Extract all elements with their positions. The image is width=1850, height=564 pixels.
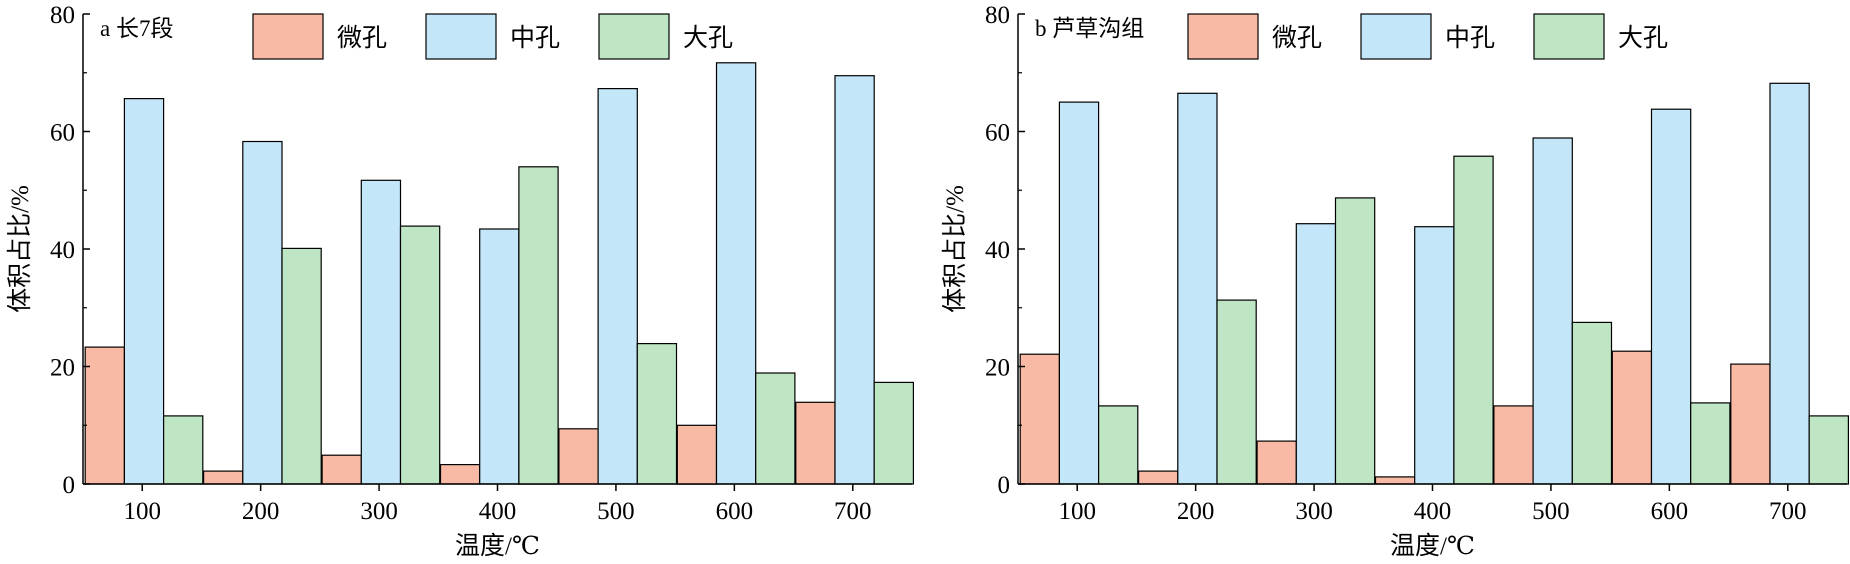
bar-中孔-300 xyxy=(1295,223,1337,485)
bar-微孔-300 xyxy=(321,454,362,485)
y-tick-label: 60 xyxy=(985,120,1010,147)
legend: 微孔 中孔 大孔 xyxy=(252,13,733,60)
bar-微孔-600 xyxy=(1611,350,1653,485)
bar-大孔-100 xyxy=(163,415,204,485)
bar-中孔-200 xyxy=(1177,92,1218,485)
legend-label: 微孔 xyxy=(337,24,387,52)
bar-微孔-100 xyxy=(84,346,125,485)
chart-panel-0: 0 20 40 60 80 100 200 300 400 500 600 700 温度/℃ 体积占比/%… xyxy=(6,2,915,560)
bar-中孔-400 xyxy=(1414,226,1455,485)
legend: 微孔 中孔 大孔 xyxy=(1187,13,1668,60)
bar-中孔-100 xyxy=(123,97,165,485)
bar-中孔-100 xyxy=(1058,101,1100,485)
bar-大孔-200 xyxy=(281,247,322,485)
bar-大孔-500 xyxy=(636,343,678,485)
bar-微孔-700 xyxy=(795,401,836,485)
y-tick-label: 0 xyxy=(63,472,76,499)
x-tick-label: 300 xyxy=(360,498,398,525)
bar-中孔-500 xyxy=(1532,137,1573,485)
y-axis-title: 体积占比/% xyxy=(6,185,34,313)
x-tick-label: 500 xyxy=(597,498,635,525)
y-tick-label: 80 xyxy=(985,2,1010,29)
bar-大孔-600 xyxy=(1690,402,1731,485)
bar-微孔-700 xyxy=(1730,363,1771,485)
bar-大孔-700 xyxy=(1808,415,1849,485)
x-tick-label: 600 xyxy=(716,498,754,525)
legend-label: 中孔 xyxy=(510,24,560,52)
x-tick-label: 100 xyxy=(123,498,161,525)
x-tick-label: 700 xyxy=(1769,498,1807,525)
panel-label: b 芦草沟组 xyxy=(1035,16,1144,41)
bar-大孔-200 xyxy=(1216,299,1257,485)
panel-label: a 长7段 xyxy=(100,16,173,41)
bar-中孔-600 xyxy=(715,62,757,485)
bar-大孔-300 xyxy=(399,225,441,485)
legend-swatch xyxy=(1187,13,1259,60)
bar-微孔-600 xyxy=(676,424,718,485)
bar-中孔-300 xyxy=(360,179,402,485)
legend-swatch xyxy=(1360,13,1432,60)
bar-微孔-400 xyxy=(439,464,481,485)
bar-大孔-500 xyxy=(1571,321,1613,485)
bar-微孔-300 xyxy=(1256,440,1297,485)
legend-label: 大孔 xyxy=(683,24,733,52)
x-axis-title: 温度/℃ xyxy=(455,532,540,559)
bar-大孔-300 xyxy=(1334,197,1376,485)
bar-大孔-400 xyxy=(1453,155,1494,485)
legend-swatch xyxy=(425,13,497,60)
legend-swatch xyxy=(1533,13,1605,60)
y-tick-label: 40 xyxy=(50,237,75,264)
y-tick-label: 40 xyxy=(985,237,1010,264)
x-tick-label: 300 xyxy=(1295,498,1333,525)
x-axis-title: 温度/℃ xyxy=(1390,532,1475,559)
bar-中孔-700 xyxy=(834,75,875,485)
x-tick-label: 700 xyxy=(834,498,872,525)
bar-微孔-400 xyxy=(1374,476,1416,485)
bar-微孔-200 xyxy=(1137,470,1179,485)
x-tick-label: 500 xyxy=(1532,498,1570,525)
legend-label: 中孔 xyxy=(1445,24,1495,52)
x-tick-label: 400 xyxy=(479,498,517,525)
bar-中孔-400 xyxy=(479,228,520,485)
y-tick-label: 20 xyxy=(985,355,1010,382)
x-tick-label: 400 xyxy=(1414,498,1452,525)
y-axis-title: 体积占比/% xyxy=(941,185,969,313)
x-tick-label: 100 xyxy=(1058,498,1096,525)
bar-微孔-500 xyxy=(1493,405,1534,485)
legend-label: 微孔 xyxy=(1272,24,1322,52)
bar-中孔-200 xyxy=(242,140,283,485)
x-tick-label: 600 xyxy=(1651,498,1689,525)
legend-swatch xyxy=(598,13,670,60)
legend-label: 大孔 xyxy=(1618,24,1668,52)
bar-中孔-700 xyxy=(1769,82,1810,485)
y-tick-label: 0 xyxy=(998,472,1011,499)
y-tick-label: 60 xyxy=(50,120,75,147)
legend-swatch xyxy=(252,13,324,60)
bar-大孔-700 xyxy=(873,381,915,485)
bar-大孔-600 xyxy=(755,372,796,485)
y-tick-label: 20 xyxy=(50,355,75,382)
chart-panel-1: 0 20 40 60 80 100 200 300 400 500 600 700 温度/℃ 体积占比/%… xyxy=(941,2,1849,560)
bar-中孔-600 xyxy=(1650,108,1692,485)
x-tick-label: 200 xyxy=(242,498,280,525)
bar-微孔-200 xyxy=(203,470,244,485)
y-tick-label: 80 xyxy=(50,2,75,29)
x-tick-label: 200 xyxy=(1177,498,1215,525)
bar-大孔-400 xyxy=(518,166,559,485)
bar-微孔-100 xyxy=(1019,353,1061,485)
bar-微孔-500 xyxy=(558,428,599,485)
bar-中孔-500 xyxy=(597,87,638,485)
bar-大孔-100 xyxy=(1097,405,1139,485)
